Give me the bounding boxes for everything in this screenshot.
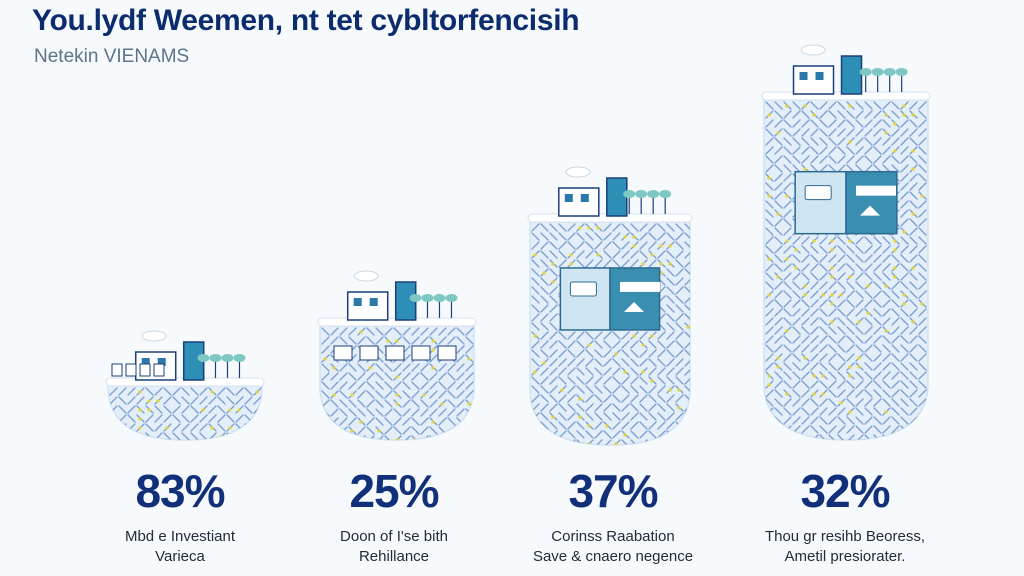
stat-percent: 83% bbox=[135, 465, 225, 517]
stat-caption: Thou gr resihb Beoress, Ametil presiorat… bbox=[735, 527, 955, 567]
stat-caption-line1: Mbd e Investiant bbox=[124, 528, 236, 545]
stat-panel-1: 83% Mbd e Investiant Varieca bbox=[70, 0, 290, 576]
vessel-illustration bbox=[761, 44, 931, 441]
stat-caption: Corinss Raabation Save & cnaero negence bbox=[503, 527, 723, 567]
stat-percent: 37% bbox=[568, 465, 658, 517]
skyline-icon bbox=[558, 166, 672, 217]
skyline-icon bbox=[346, 270, 458, 321]
stat-caption-line2: Save & cnaero negence bbox=[532, 548, 694, 565]
vessel-illustration bbox=[317, 270, 477, 441]
vessel-illustration bbox=[105, 330, 265, 441]
vessel-body bbox=[529, 217, 691, 446]
stat-panel-2: 25% Doon of I'se bith Rehillance bbox=[284, 0, 504, 576]
info-panel bbox=[794, 170, 898, 235]
stat-caption-line2: Ametil presiorater. bbox=[784, 548, 906, 565]
stat-percent: 32% bbox=[800, 465, 890, 517]
stat-caption: Mbd e Investiant Varieca bbox=[70, 527, 290, 567]
stat-caption: Doon of I'se bith Rehillance bbox=[284, 527, 504, 567]
vessel-body bbox=[763, 95, 929, 441]
stat-panel-3: 37% Corinss Raabation Save & cnaero nege… bbox=[503, 0, 723, 576]
vessel-illustration bbox=[527, 166, 693, 446]
stat-caption-line2: Rehillance bbox=[358, 548, 430, 565]
skyline-icon bbox=[792, 44, 908, 95]
skyline-icon bbox=[134, 330, 246, 381]
stat-caption-line1: Thou gr resihb Beoress, bbox=[764, 528, 926, 545]
icon-row bbox=[333, 345, 457, 361]
page-title: You.lydf Weemen, nt tet cybltorfencisih bbox=[32, 4, 580, 37]
stat-percent: 25% bbox=[349, 465, 439, 517]
page-subtitle: Netekin VIENAMS bbox=[34, 46, 190, 67]
stat-caption-line1: Doon of I'se bith bbox=[340, 528, 448, 545]
stat-panel-4: 32% Thou gr resihb Beoress, Ametil presi… bbox=[735, 0, 955, 576]
stat-caption-line2: Varieca bbox=[155, 548, 205, 565]
info-panel bbox=[559, 267, 661, 331]
icon-row bbox=[111, 363, 165, 377]
stat-caption-line1: Corinss Raabation bbox=[551, 528, 675, 545]
